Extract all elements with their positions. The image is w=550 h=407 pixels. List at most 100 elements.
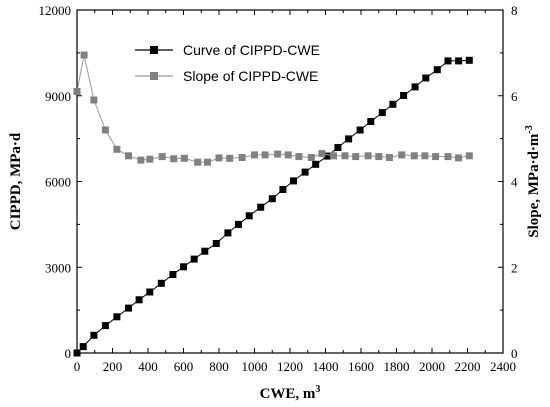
series-slope-curve <box>73 51 473 166</box>
legend-item: Curve of CIPPD-CWE <box>135 42 320 58</box>
data-point <box>433 66 441 74</box>
data-point <box>180 154 188 162</box>
data-point <box>279 186 287 193</box>
data-point <box>158 153 166 161</box>
x-tick-label: 2400 <box>490 359 516 374</box>
data-point <box>235 220 242 228</box>
data-point <box>125 304 132 312</box>
data-point <box>410 152 418 160</box>
data-point <box>301 168 309 176</box>
data-point <box>245 212 253 220</box>
data-point <box>101 322 109 330</box>
data-point <box>169 271 177 278</box>
x-tick-label: 1800 <box>384 359 410 374</box>
data-point <box>378 109 386 117</box>
x-tick-label: 1200 <box>277 359 303 374</box>
y-right-tick-label: 2 <box>511 260 518 275</box>
data-point <box>411 83 419 91</box>
data-point <box>73 88 81 95</box>
data-point <box>444 57 452 65</box>
series-cippd-curve <box>73 56 473 357</box>
data-point <box>422 74 430 82</box>
data-point <box>432 153 440 161</box>
data-point <box>364 152 372 160</box>
data-point <box>215 154 223 162</box>
data-point <box>125 152 132 160</box>
data-point <box>465 56 473 64</box>
data-point <box>157 279 165 287</box>
data-point <box>295 153 303 161</box>
data-point <box>385 154 393 161</box>
data-point <box>290 177 297 185</box>
ticks-layer: 0 200 400 600 800 1000 1200 1400 1600 1800 2000 220… <box>39 3 519 374</box>
data-point <box>352 153 360 161</box>
y-right-axis-title-main: Slope, MPa·d·m <box>526 133 542 238</box>
data-point <box>146 155 154 163</box>
data-point <box>455 57 463 65</box>
legend-marker <box>150 72 158 80</box>
data-point <box>375 153 383 161</box>
y-right-tick-label: 0 <box>511 346 518 361</box>
x-tick-label: 1600 <box>348 359 374 374</box>
data-point <box>90 331 98 339</box>
data-point <box>101 126 109 134</box>
x-tick-label: 1000 <box>242 359 268 374</box>
data-point <box>261 151 269 159</box>
y-left-axis-title: CIPPD, MPa·d <box>8 132 24 230</box>
data-point <box>251 151 258 159</box>
x-tick-label: 0 <box>74 359 81 374</box>
y-right-tick-label: 4 <box>511 175 518 190</box>
data-point <box>201 247 209 255</box>
data-point <box>257 203 265 211</box>
data-point <box>80 51 88 59</box>
data-point <box>398 151 406 159</box>
axis-titles: CWE, m3 CIPPD, MPa·d Slope, MPa·d·m-3 <box>8 125 542 402</box>
data-point <box>307 154 315 161</box>
data-point <box>444 153 452 161</box>
data-point <box>190 255 198 263</box>
data-point <box>135 296 143 304</box>
x-tick-label: 2200 <box>455 359 481 374</box>
legend-item: Slope of CIPPD-CWE <box>135 68 318 84</box>
data-point <box>345 135 353 143</box>
data-point <box>90 96 98 104</box>
legend-label: Slope of CIPPD-CWE <box>183 68 318 84</box>
data-point <box>284 151 292 159</box>
y-left-tick-label: 0 <box>65 346 72 361</box>
x-tick-label: 200 <box>103 359 123 374</box>
data-point <box>137 156 145 164</box>
data-point <box>330 152 337 160</box>
data-point <box>194 158 202 166</box>
data-point <box>170 155 178 163</box>
x-axis-title-sup: 3 <box>315 384 320 395</box>
y-right-tick-label: 8 <box>511 3 518 18</box>
y-left-tick-label: 6000 <box>45 175 71 190</box>
data-point <box>356 126 364 134</box>
data-point <box>113 313 121 321</box>
data-point <box>367 118 375 125</box>
data-point <box>389 100 397 108</box>
series-layer <box>73 51 473 357</box>
y-right-tick-label: 6 <box>511 89 518 104</box>
x-axis-title-main: CWE, m <box>260 386 316 402</box>
data-point <box>224 229 232 237</box>
data-point <box>421 152 429 160</box>
data-point <box>318 150 326 158</box>
data-point <box>455 154 463 162</box>
data-point <box>323 152 331 160</box>
data-point <box>341 152 349 160</box>
data-point <box>146 288 154 296</box>
y-left-tick-label: 3000 <box>45 260 71 275</box>
data-point <box>274 150 282 158</box>
y-right-axis-title: Slope, MPa·d·m-3 <box>524 125 542 238</box>
data-point <box>268 195 276 203</box>
y-right-axis-title-sup: -3 <box>524 125 535 133</box>
legend: Curve of CIPPD-CWE Slope of CIPPD-CWE <box>135 42 320 84</box>
legend-label: Curve of CIPPD-CWE <box>183 42 320 58</box>
x-tick-label: 800 <box>209 359 229 374</box>
x-axis-title: CWE, m3 <box>260 384 321 402</box>
y-left-tick-label: 12000 <box>39 3 72 18</box>
data-point <box>113 145 121 153</box>
